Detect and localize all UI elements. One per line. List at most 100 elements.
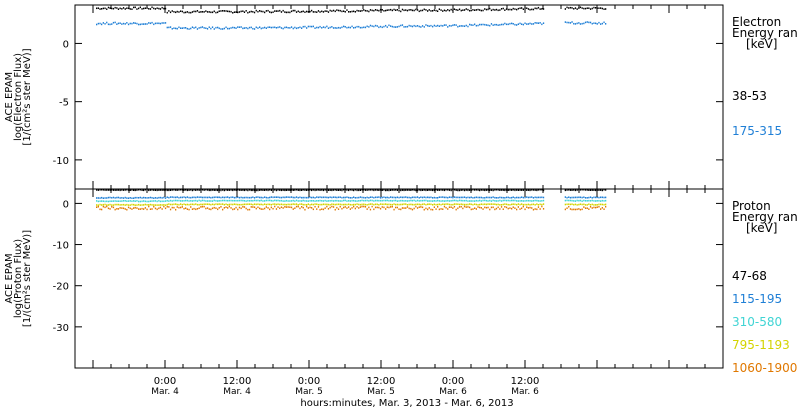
data-point: [186, 203, 188, 206]
data-point: [134, 189, 136, 192]
data-point: [497, 197, 499, 199]
data-point: [316, 11, 318, 13]
data-point: [469, 23, 471, 26]
data-point: [356, 189, 358, 192]
data-point: [421, 206, 424, 209]
data-point: [512, 23, 514, 25]
data-point: [415, 8, 417, 11]
data-point: [353, 199, 355, 202]
data-point: [477, 204, 479, 206]
data-point: [240, 10, 242, 13]
data-point: [304, 11, 306, 13]
data-point: [213, 203, 215, 206]
data-point: [539, 196, 541, 199]
data-point: [127, 197, 130, 199]
data-point: [425, 203, 427, 206]
data-point: [295, 27, 298, 30]
data-point: [316, 203, 318, 205]
data-point: [238, 189, 241, 191]
data-point: [522, 203, 524, 206]
data-point: [354, 197, 356, 199]
data-point: [574, 23, 577, 25]
data-point: [401, 207, 404, 209]
data-point: [208, 203, 210, 206]
data-point: [127, 200, 130, 202]
data-point: [376, 189, 378, 191]
data-point: [542, 208, 545, 210]
data-point: [161, 6, 163, 9]
data-point: [280, 27, 283, 29]
data-point: [494, 208, 496, 211]
data-point: [203, 199, 205, 202]
data-point: [232, 189, 234, 192]
data-point: [295, 199, 298, 202]
data-point: [381, 9, 383, 11]
data-point: [259, 200, 261, 202]
data-point: [458, 189, 461, 192]
data-point: [237, 26, 239, 28]
data-point: [294, 203, 296, 206]
data-point: [312, 203, 314, 206]
data-point: [161, 22, 163, 24]
data-point: [180, 188, 182, 191]
data-point: [432, 208, 434, 211]
data-point: [571, 7, 573, 9]
data-point: [190, 189, 192, 191]
data-point: [425, 24, 427, 26]
data-point: [193, 10, 195, 13]
data-point: [440, 9, 442, 11]
data-point: [504, 9, 506, 11]
data-point: [435, 197, 437, 199]
data-point: [164, 200, 167, 202]
proton-legend-1060-1900: 1060-1900: [732, 361, 797, 375]
data-point: [243, 11, 246, 13]
data-point: [593, 6, 595, 9]
data-point: [460, 203, 462, 205]
data-point: [455, 203, 457, 205]
data-point: [485, 189, 488, 191]
data-point: [479, 189, 481, 192]
data-point: [504, 206, 506, 208]
data-point: [354, 11, 356, 13]
data-point: [373, 203, 375, 206]
data-point: [445, 24, 447, 26]
data-point: [267, 203, 269, 206]
data-point: [437, 10, 439, 12]
data-point: [521, 196, 523, 198]
data-point: [201, 196, 204, 199]
data-point: [321, 203, 323, 206]
data-point: [144, 203, 146, 206]
data-point: [569, 208, 572, 210]
data-point: [304, 208, 306, 211]
data-point: [309, 204, 311, 206]
data-point: [358, 189, 360, 192]
data-point: [401, 196, 404, 199]
data-point: [136, 189, 138, 191]
data-point: [474, 9, 476, 11]
data-point: [280, 203, 283, 206]
data-point: [536, 199, 538, 202]
data-point: [210, 196, 212, 199]
data-point: [138, 7, 140, 10]
data-point: [136, 207, 138, 209]
data-point: [230, 189, 232, 191]
data-point: [600, 196, 602, 199]
data-point: [581, 196, 583, 199]
data-point: [598, 189, 600, 191]
data-point: [517, 200, 519, 202]
data-point: [233, 189, 236, 191]
data-point: [517, 23, 519, 25]
data-point: [319, 25, 321, 28]
data-point: [332, 196, 335, 198]
data-point: [329, 204, 331, 206]
data-point: [141, 8, 143, 10]
data-point: [237, 208, 239, 211]
data-point: [378, 189, 380, 191]
data-point: [272, 196, 274, 199]
data-point: [415, 25, 417, 28]
data-point: [156, 204, 158, 206]
data-point: [584, 204, 587, 206]
data-point: [420, 26, 422, 28]
data-point: [227, 207, 229, 209]
